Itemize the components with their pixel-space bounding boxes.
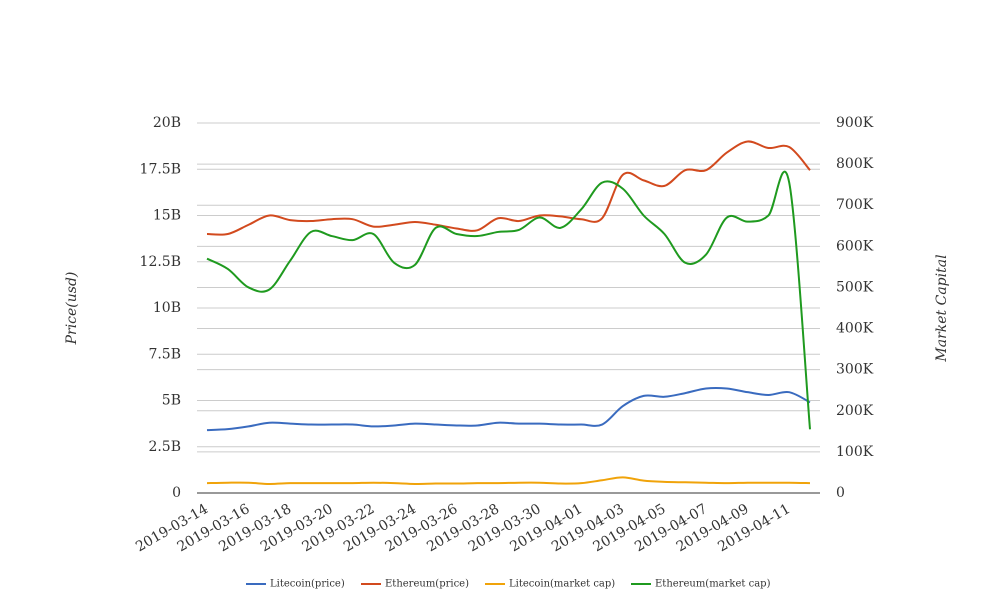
y2-tick-label: 700K bbox=[836, 197, 874, 213]
y2-axis-label: Market Capital bbox=[934, 254, 950, 362]
y2-tick-label: 600K bbox=[836, 238, 874, 254]
y-tick-label: 0 bbox=[172, 485, 181, 501]
y2-tick-label: 900K bbox=[836, 115, 874, 131]
y2-tick-label: 400K bbox=[836, 321, 874, 337]
y-tick-label: 15B bbox=[153, 208, 181, 224]
legend-label: Litecoin(market cap) bbox=[509, 579, 615, 590]
y-tick-label: 7.5B bbox=[148, 346, 181, 362]
y-axis-label: Price(usd) bbox=[64, 272, 80, 346]
series-line bbox=[206, 140, 811, 236]
y2-tick-label: 800K bbox=[836, 156, 874, 172]
legend-label: Ethereum(price) bbox=[385, 579, 469, 590]
y-tick-label: 12.5B bbox=[140, 254, 181, 270]
y-tick-label: 2.5B bbox=[148, 439, 181, 455]
y2-tick-label: 300K bbox=[836, 362, 874, 378]
y2-tick-label: 0 bbox=[836, 485, 845, 501]
y-tick-label: 17.5B bbox=[140, 161, 181, 177]
y-tick-label: 5B bbox=[162, 393, 181, 409]
series-line bbox=[206, 476, 811, 485]
y-tick-label: 10B bbox=[153, 300, 181, 316]
y2-tick-label: 200K bbox=[836, 403, 874, 419]
y2-tick-label: 100K bbox=[836, 444, 874, 460]
series-line bbox=[206, 386, 811, 432]
y2-tick-label: 500K bbox=[836, 279, 874, 295]
legend-label: Litecoin(price) bbox=[270, 579, 345, 590]
legend-label: Ethereum(market cap) bbox=[655, 579, 771, 590]
series-line bbox=[206, 170, 811, 430]
y-tick-label: 20B bbox=[153, 115, 181, 131]
